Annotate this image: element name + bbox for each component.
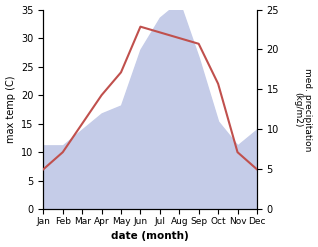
Y-axis label: med. precipitation
(kg/m2): med. precipitation (kg/m2) bbox=[293, 68, 313, 151]
Y-axis label: max temp (C): max temp (C) bbox=[5, 76, 16, 143]
X-axis label: date (month): date (month) bbox=[111, 231, 189, 242]
